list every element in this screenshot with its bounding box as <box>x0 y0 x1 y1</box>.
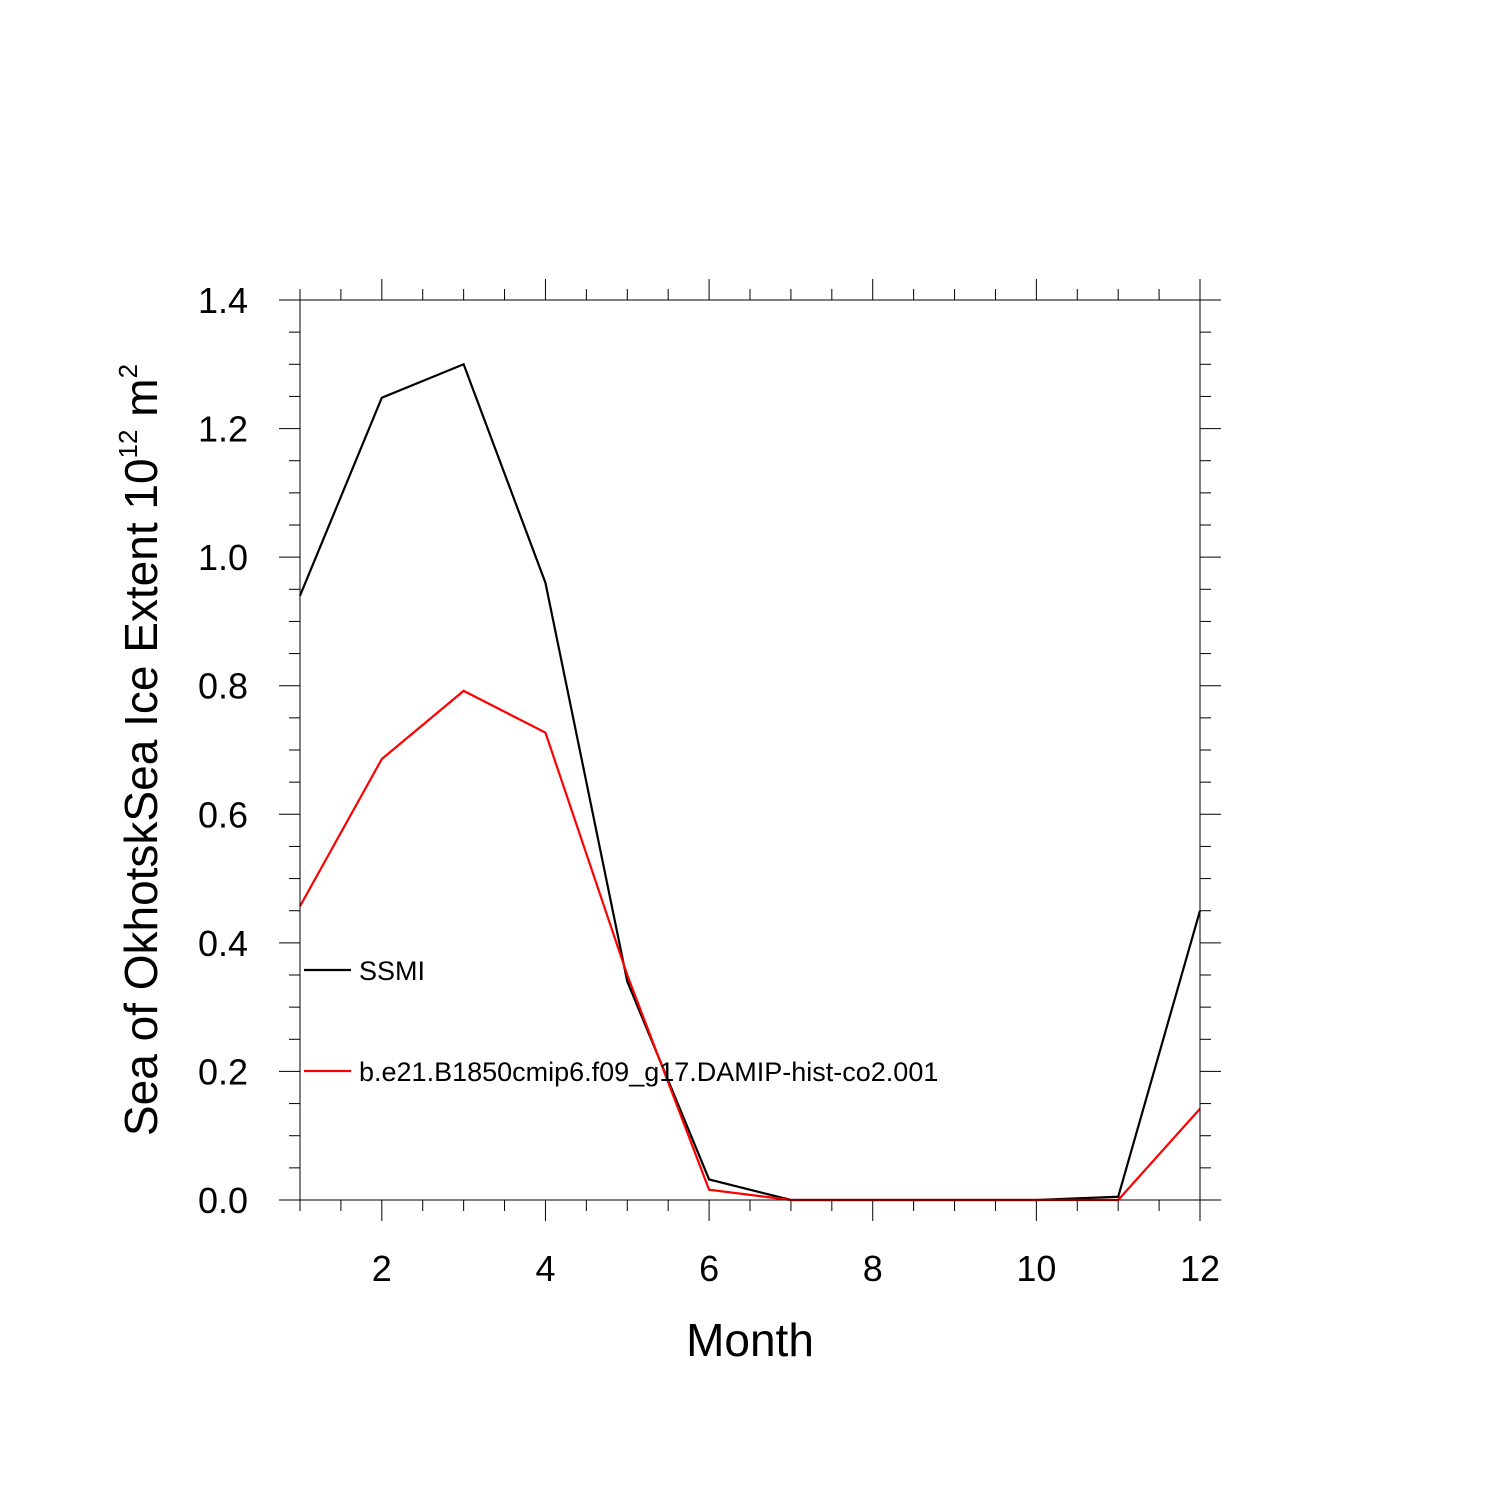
major-ticks <box>279 279 1221 1221</box>
legend: SSMI b.e21.B1850cmip6.f09_g17.DAMIP-hist-… <box>304 956 938 1087</box>
y-tick-label: 0.0 <box>198 1180 248 1221</box>
y-tick-label: 1.4 <box>198 280 248 321</box>
y-tick-labels: 0.0 0.2 0.4 0.6 0.8 1.0 1.2 1.4 <box>198 280 248 1221</box>
legend-label-2: b.e21.B1850cmip6.f09_g17.DAMIP-hist-co2.… <box>359 1057 938 1087</box>
y-axis-title-exponent: 12 <box>113 430 143 459</box>
plot-frame <box>299 299 1201 1201</box>
minor-ticks <box>289 289 1211 1211</box>
series-line-2 <box>299 689 1201 1202</box>
y-axis-title-main: Sea of OkhotskSea Ice Extent 10 <box>115 458 167 1136</box>
y-axis-title: Sea of OkhotskSea Ice Extent 1012 m2 <box>113 364 167 1136</box>
x-tick-label: 4 <box>535 1248 555 1289</box>
y-axis-title-unit: m <box>115 378 167 429</box>
y-tick-label: 1.2 <box>198 409 248 450</box>
x-tick-label: 10 <box>1016 1248 1056 1289</box>
y-tick-label: 0.2 <box>198 1051 248 1092</box>
x-tick-label: 6 <box>699 1248 719 1289</box>
y-tick-label: 0.8 <box>198 666 248 707</box>
x-tick-label: 12 <box>1180 1248 1220 1289</box>
y-tick-label: 0.6 <box>198 794 248 835</box>
legend-label-1: SSMI <box>359 956 425 986</box>
y-tick-label: 0.4 <box>198 923 248 964</box>
x-axis-title: Month <box>686 1314 814 1366</box>
y-axis-title-unit-exponent: 2 <box>113 364 143 378</box>
y-tick-label: 1.0 <box>198 537 248 578</box>
x-tick-label: 8 <box>863 1248 883 1289</box>
x-tick-label: 2 <box>372 1248 392 1289</box>
x-tick-labels: 2 4 6 8 10 12 <box>372 1248 1220 1289</box>
